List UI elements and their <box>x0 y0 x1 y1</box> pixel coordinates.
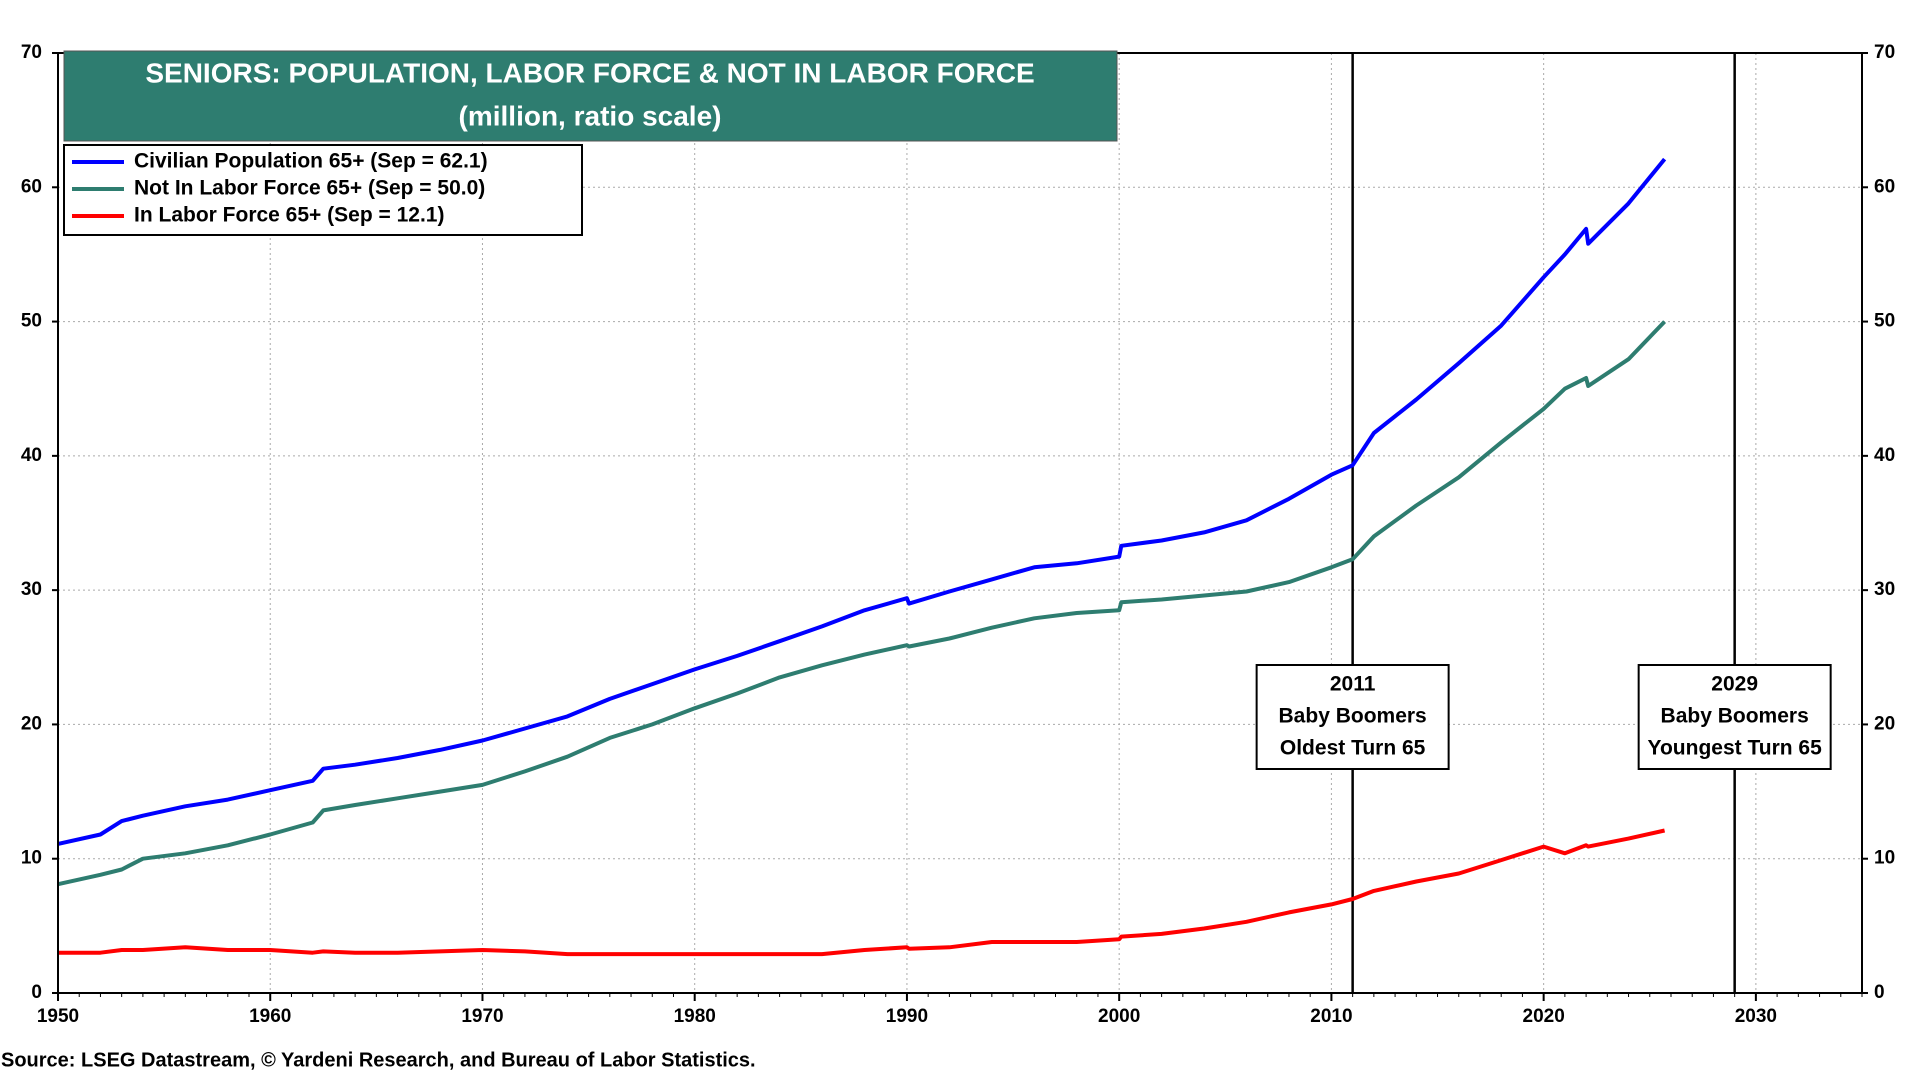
y-tick-label: 20 <box>21 713 42 734</box>
event-label: Youngest Turn 65 <box>1648 737 1823 760</box>
chart-subtitle: (million, ratio scale) <box>459 100 722 131</box>
y2-tick-label: 70 <box>1874 42 1895 63</box>
chart-title: SENIORS: POPULATION, LABOR FORCE & NOT I… <box>145 57 1034 88</box>
y-tick-label: 70 <box>21 42 42 63</box>
event-box <box>1637 664 1832 770</box>
y2-tick-label: 20 <box>1874 713 1895 734</box>
source-note: Source: LSEG Datastream, © Yardeni Resea… <box>1 1049 756 1071</box>
legend-label: Civilian Population 65+ (Sep = 62.1) <box>134 150 488 173</box>
event-label: Baby Boomers <box>1279 705 1427 728</box>
y-tick-label: 30 <box>21 579 42 600</box>
event-box <box>1255 664 1450 770</box>
x-tick-label: 2020 <box>1523 1006 1565 1027</box>
y-tick-label: 60 <box>21 176 42 197</box>
y-tick-label: 40 <box>21 445 42 466</box>
y2-tick-label: 50 <box>1874 311 1895 332</box>
y2-tick-label: 0 <box>1874 982 1885 1003</box>
legend-label: Not In Labor Force 65+ (Sep = 50.0) <box>134 177 485 200</box>
x-tick-label: 2030 <box>1735 1006 1777 1027</box>
event-label: Oldest Turn 65 <box>1280 737 1426 760</box>
y-tick-label: 10 <box>21 848 42 869</box>
series-line <box>57 157 1667 846</box>
x-tick-label: 1990 <box>886 1006 928 1027</box>
x-tick-label: 1950 <box>37 1006 79 1027</box>
x-tick-label: 2010 <box>1310 1006 1352 1027</box>
series-line <box>57 320 1667 887</box>
y-tick-label: 50 <box>21 311 42 332</box>
x-tick-label: 2000 <box>1098 1006 1140 1027</box>
y2-tick-label: 60 <box>1874 176 1895 197</box>
y-tick-label: 0 <box>31 982 42 1003</box>
x-tick-label: 1980 <box>674 1006 716 1027</box>
legend-box <box>63 144 583 236</box>
x-tick-label: 1970 <box>461 1006 503 1027</box>
event-label: 2011 <box>1330 673 1376 696</box>
legend-label: In Labor Force 65+ (Sep = 12.1) <box>134 204 444 227</box>
event-label: 2029 <box>1711 673 1758 696</box>
series-line <box>58 828 1666 957</box>
y2-tick-label: 40 <box>1874 445 1895 466</box>
y2-tick-label: 10 <box>1874 848 1895 869</box>
event-label: Baby Boomers <box>1661 705 1809 728</box>
title-box <box>63 50 1118 142</box>
x-tick-label: 1960 <box>249 1006 291 1027</box>
y2-tick-label: 30 <box>1874 579 1895 600</box>
